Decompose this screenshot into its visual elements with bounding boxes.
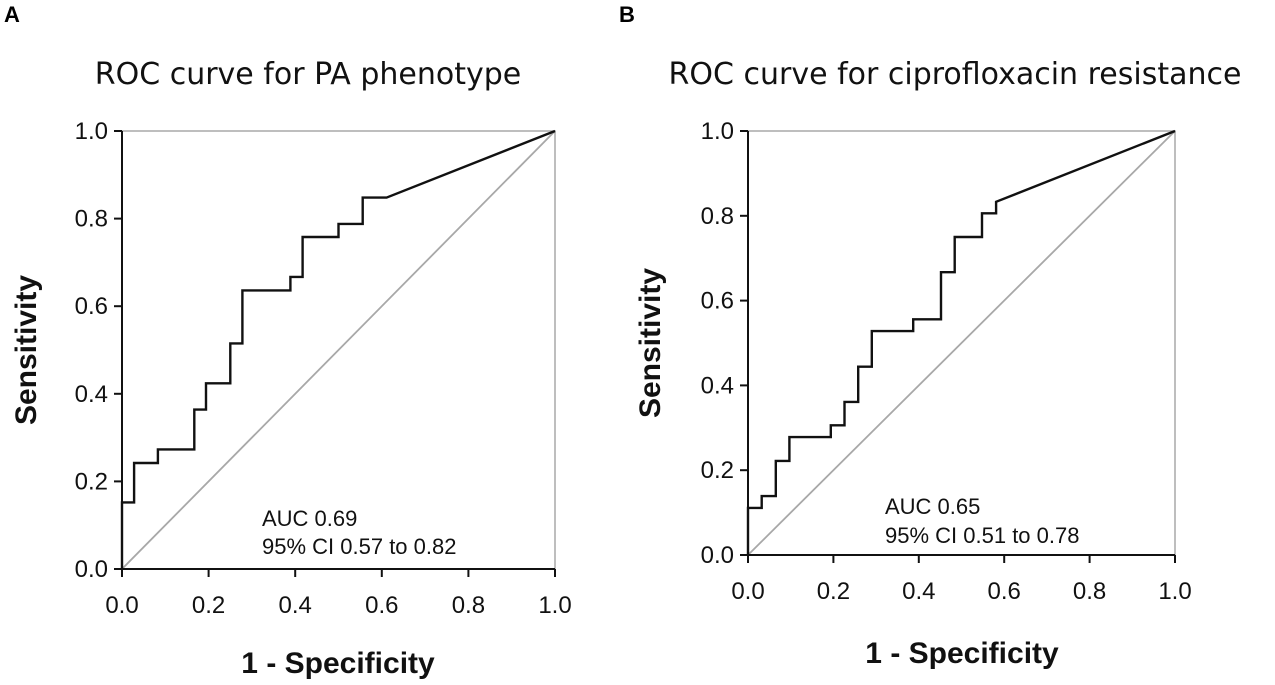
y-tick-label: 1.0 xyxy=(75,118,108,145)
y-tick-labels: 0.0 0.2 0.4 0.6 0.8 1.0 xyxy=(75,118,108,583)
x-tick-labels: 0.0 0.2 0.4 0.6 0.8 1.0 xyxy=(105,592,571,619)
ci-label: 95% CI 0.57 to 0.82 xyxy=(262,534,456,559)
chart-title: ROC curve for PA phenotype xyxy=(95,57,521,92)
x-tick-label: 0.6 xyxy=(365,592,398,619)
x-tick-label: 0.0 xyxy=(731,578,764,605)
reference-line xyxy=(121,130,556,570)
reference-line xyxy=(747,130,1176,556)
x-tick-label: 1.0 xyxy=(1158,578,1191,605)
x-tick-label: 0.6 xyxy=(988,578,1021,605)
roc-curve xyxy=(120,129,556,569)
x-tick-label: 0.2 xyxy=(192,592,225,619)
panel-letter: B xyxy=(619,2,635,27)
y-tick-label: 0.2 xyxy=(701,457,734,484)
y-tick-label: 0.6 xyxy=(75,293,108,320)
y-tick-label: 0.2 xyxy=(75,468,108,495)
x-axis-label: 1 - Specificity xyxy=(865,637,1059,670)
y-tick-label: 0.6 xyxy=(701,288,734,315)
y-tick-label: 0.0 xyxy=(701,542,734,569)
auc-label: AUC 0.69 xyxy=(262,506,357,531)
x-tick-label: 0.4 xyxy=(279,592,312,619)
x-tick-label: 0.8 xyxy=(1073,578,1106,605)
y-axis-ticks xyxy=(114,130,122,570)
y-tick-label: 0.4 xyxy=(75,381,108,408)
x-axis-ticks xyxy=(121,569,556,577)
x-tick-label: 0.0 xyxy=(105,592,138,619)
chart-title: ROC curve for ciprofloxacin resistance xyxy=(669,57,1242,92)
y-tick-labels: 0.0 0.2 0.4 0.6 0.8 1.0 xyxy=(701,118,734,569)
y-tick-label: 1.0 xyxy=(701,118,734,145)
x-tick-label: 1.0 xyxy=(538,592,571,619)
roc-curve xyxy=(746,129,1176,555)
y-tick-label: 0.8 xyxy=(701,203,734,230)
panel-a: A ROC curve for PA phenotype 0.0 0.2 0.4 xyxy=(4,2,572,680)
ci-label: 95% CI 0.51 to 0.78 xyxy=(885,523,1079,548)
y-tick-label: 0.4 xyxy=(701,372,734,399)
x-tick-label: 0.2 xyxy=(817,578,850,605)
x-axis-ticks xyxy=(747,555,1176,563)
y-axis-ticks xyxy=(740,130,748,556)
x-tick-label: 0.4 xyxy=(902,578,935,605)
auc-label: AUC 0.65 xyxy=(885,494,980,519)
y-axis-label: Sensitivity xyxy=(10,275,43,425)
panel-b: B ROC curve for ciprofloxacin resistance… xyxy=(619,2,1241,670)
y-tick-label: 0.0 xyxy=(75,556,108,583)
x-tick-label: 0.8 xyxy=(452,592,485,619)
x-tick-labels: 0.0 0.2 0.4 0.6 0.8 1.0 xyxy=(731,578,1191,605)
panel-letter: A xyxy=(4,2,20,27)
y-axis-label: Sensitivity xyxy=(634,268,667,418)
y-tick-label: 0.8 xyxy=(75,206,108,233)
x-axis-label: 1 - Specificity xyxy=(241,647,435,680)
